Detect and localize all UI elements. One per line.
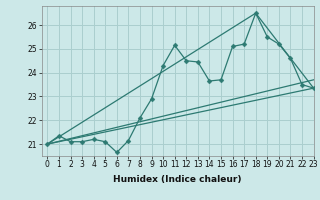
X-axis label: Humidex (Indice chaleur): Humidex (Indice chaleur) [113,175,242,184]
